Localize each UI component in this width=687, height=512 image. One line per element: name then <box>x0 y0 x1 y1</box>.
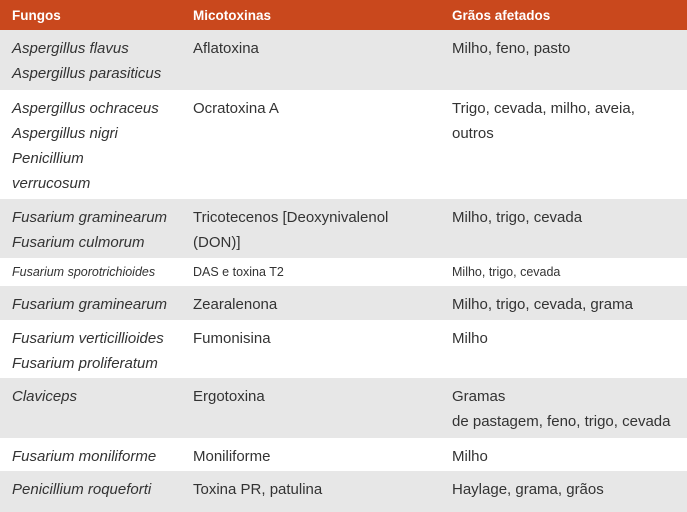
table-row: Fusarium graminearum Fusarium culmorum Tri… <box>0 199 687 258</box>
cell-text: Zearalenona <box>193 296 278 313</box>
table-row: Fusarium verticillioides Fusarium prolife… <box>0 320 687 378</box>
table-cell: Aspergillus flavus Aspergillus parasiticu… <box>12 36 161 86</box>
cell-text: Penicillium <box>12 150 84 167</box>
cell-text: Fusarium graminearum <box>12 209 168 226</box>
cell-text: Fusarium sporotrichioides <box>12 265 156 279</box>
cell-text: Aspergillus nigri <box>12 125 118 142</box>
cell-text: Moniliforme <box>193 448 271 465</box>
table-cell: Milho, trigo, cevada <box>452 205 582 230</box>
table-cell: Zearalenona <box>193 292 277 317</box>
table-row: Fusarium sporotrichioides DAS e toxina T2… <box>0 258 687 286</box>
table-cell: Fusarium graminearum <box>12 292 167 317</box>
table-cell: Fusarium sporotrichioides <box>12 264 155 280</box>
table-cell: Claviceps <box>12 384 77 409</box>
cell-text: verrucosum <box>12 175 91 192</box>
cell-text: Gramas <box>452 388 506 405</box>
table-cell: Milho <box>452 444 488 469</box>
table-row: Aspergillus flavus Aspergillus parasiticu… <box>0 30 687 90</box>
table-cell: Penicillium roqueforti <box>12 477 151 502</box>
cell-text: Milho, trigo, cevada <box>452 209 583 226</box>
cell-text: Claviceps <box>12 388 78 405</box>
table-cell: DAS e toxina T2 <box>193 264 284 280</box>
table-cell: Gramas de pastagem, feno, trigo, cevada <box>452 384 670 434</box>
cell-text: Milho, trigo, cevada <box>452 265 561 279</box>
cell-text: Fusarium verticillioides <box>12 330 164 347</box>
cell-text: Toxina PR, patulina <box>193 481 323 498</box>
cell-text: DAS e toxina T2 <box>193 265 284 279</box>
table-cell: Moniliforme <box>193 444 271 469</box>
header-cell: Micotoxinas <box>193 8 272 23</box>
table-cell: Milho, trigo, cevada, grama <box>452 292 633 317</box>
cell-text: outros <box>452 125 494 142</box>
table-row: Claviceps Ergotoxina Gramas de pastagem, fe… <box>0 378 687 438</box>
table-row: Fusarium graminearum Zearalenona Milho, tr… <box>0 286 687 320</box>
cell-text: Milho, trigo, cevada, grama <box>452 296 633 313</box>
table-cell: Aspergillus ochraceus Aspergillus nigri Pe… <box>12 96 159 196</box>
cell-text: (DON)] <box>193 234 241 251</box>
cell-text: Ocratoxina A <box>193 100 279 117</box>
cell-text: Milho <box>452 330 488 347</box>
table-cell: Trigo, cevada, milho, aveia, outros <box>452 96 635 146</box>
cell-text: Aspergillus flavus <box>12 40 129 57</box>
cell-text: Tricotecenos [Deoxynivalenol <box>193 209 389 226</box>
table-cell: Ocratoxina A <box>193 96 279 121</box>
cell-text: Aspergillus parasiticus <box>12 65 162 82</box>
cell-text: Trigo, cevada, milho, aveia, <box>452 100 635 117</box>
cell-text: Haylage, grama, grãos <box>452 481 604 498</box>
cell-text: Aflatoxina <box>193 40 259 57</box>
table-row: Penicillium roqueforti Toxina PR, patulin… <box>0 471 687 512</box>
cell-text: Fusarium proliferatum <box>12 355 158 372</box>
cell-text: Fusarium moniliforme <box>12 448 157 465</box>
cell-text: Milho, feno, pasto <box>452 40 571 57</box>
cell-text: Aspergillus ochraceus <box>12 100 159 117</box>
cell-text: de pastagem, feno, trigo, cevada <box>452 413 671 430</box>
table-cell: Fusarium moniliforme <box>12 444 156 469</box>
cell-text: Fusarium graminearum <box>12 296 168 313</box>
table-cell: Fusarium graminearum Fusarium culmorum <box>12 205 167 255</box>
table-row: Fusarium moniliforme Moniliforme Milho <box>0 438 687 471</box>
table-cell: Ergotoxina <box>193 384 265 409</box>
table-cell: Haylage, grama, grãos <box>452 477 604 502</box>
table-cell: Milho <box>452 326 488 351</box>
cell-text: Penicillium roqueforti <box>12 481 152 498</box>
table-cell: Milho, trigo, cevada <box>452 264 560 280</box>
header-cell: Grãos afetados <box>452 8 551 23</box>
cell-text: Ergotoxina <box>193 388 265 405</box>
table-row: Aspergillus ochraceus Aspergillus nigri Pe… <box>0 90 687 199</box>
cell-text: Fumonisina <box>193 330 271 347</box>
cell-text: Fusarium culmorum <box>12 234 145 251</box>
header-row: Fungos Micotoxinas Grãos afetados <box>0 0 687 30</box>
table-cell: Fumonisina <box>193 326 271 351</box>
table-cell: Fusarium verticillioides Fusarium prolife… <box>12 326 164 376</box>
table-cell: Toxina PR, patulina <box>193 477 322 502</box>
table-cell: Milho, feno, pasto <box>452 36 570 61</box>
cell-text: Milho <box>452 448 488 465</box>
table-cell: Tricotecenos [Deoxynivalenol (DON)] <box>193 205 388 255</box>
header-cell: Fungos <box>12 8 61 23</box>
table-cell: Aflatoxina <box>193 36 259 61</box>
